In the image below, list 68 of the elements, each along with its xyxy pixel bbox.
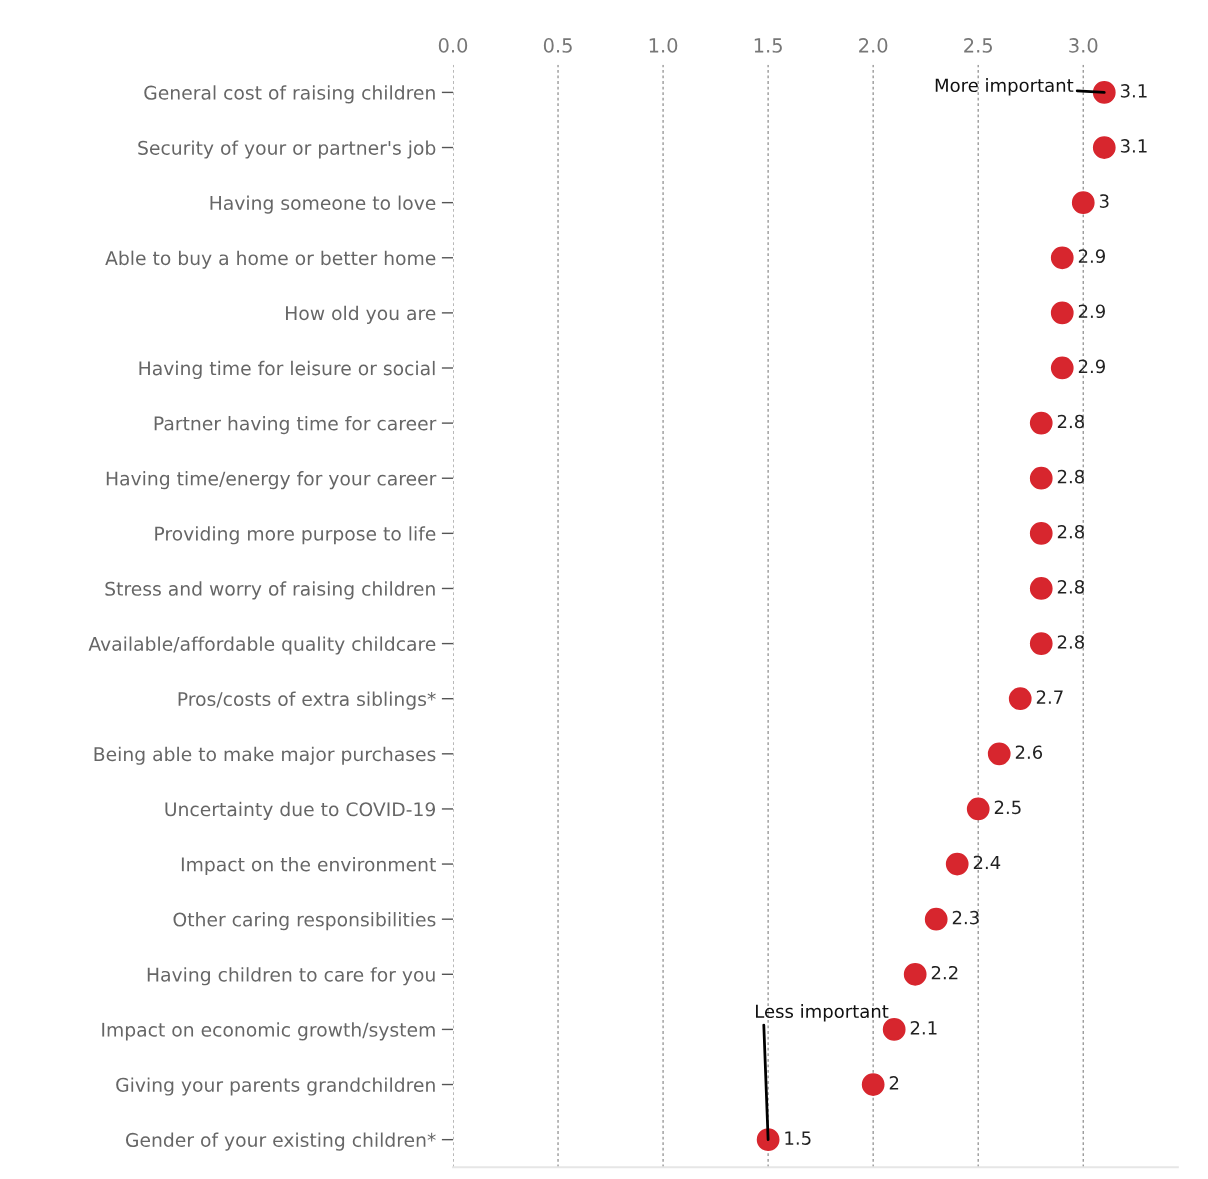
y-tick-label: Security of your or partner's job — [138, 140, 436, 159]
point — [1092, 136, 1116, 159]
data-label: 1.5 — [785, 1131, 811, 1145]
data-label: 2.5 — [994, 800, 1021, 815]
data-label: 2.6 — [1015, 745, 1043, 760]
point — [924, 907, 948, 931]
point — [1092, 81, 1116, 104]
data-label: 2 — [889, 1076, 899, 1090]
point — [861, 1073, 885, 1096]
y-tick-label: Giving your parents grandchildren — [116, 1077, 435, 1096]
data-label: 3.1 — [1120, 83, 1147, 98]
data-label: 2.9 — [1078, 249, 1105, 263]
y-tick-label: Providing more purpose to life — [155, 526, 436, 545]
y-tick-label: Having children to care for you — [147, 967, 435, 986]
data-label: 3.1 — [1120, 139, 1147, 153]
y-tick-label: Uncertainty due to COVID-19 — [165, 801, 436, 820]
point — [1029, 577, 1053, 600]
x-tick-label: 3.0 — [1069, 38, 1098, 53]
y-tick-label: Partner having time for career — [154, 415, 437, 435]
data-label: 2.1 — [910, 1021, 937, 1035]
point — [1029, 632, 1053, 655]
point — [1029, 411, 1053, 435]
point — [1050, 246, 1074, 270]
data-label: 2.3 — [952, 910, 979, 925]
point — [945, 852, 969, 876]
y-tick-label: Having time for leisure or social — [139, 360, 435, 380]
data-label: 2.8 — [1057, 524, 1084, 539]
point — [1050, 356, 1074, 380]
point — [987, 742, 1011, 766]
data-label: 2.8 — [1057, 469, 1084, 484]
x-tick-label: 0.5 — [543, 38, 572, 53]
point — [1008, 687, 1032, 711]
y-tick-label: Able to buy a home or better home — [105, 250, 436, 269]
data-label: 2.4 — [973, 855, 1001, 870]
point — [1071, 191, 1095, 215]
point — [756, 1128, 780, 1152]
point — [1050, 301, 1074, 325]
data-label: 2.9 — [1078, 359, 1105, 374]
y-tick-label: Pros/costs of extra siblings* — [178, 691, 436, 710]
point — [1029, 521, 1053, 545]
y-tick-label: Impact on economic growth/system — [102, 1022, 435, 1041]
data-label: 3 — [1099, 194, 1109, 208]
point — [903, 962, 927, 986]
annotation: Less important — [756, 1004, 889, 1022]
y-tick-label: Stress and worry of raising children — [105, 581, 435, 600]
data-label: 2.7 — [1036, 690, 1063, 704]
y-tick-label: Having time/energy for your career — [106, 471, 437, 490]
y-tick-label: Available/affordable quality childcare — [88, 636, 436, 655]
y-tick-label: Having someone to love — [210, 195, 436, 214]
x-tick-label: 0.0 — [438, 38, 468, 53]
y-tick-label: Being able to make major purchases — [94, 746, 436, 765]
x-tick-label: 1.0 — [649, 38, 678, 53]
data-label: 2.9 — [1078, 304, 1105, 319]
y-tick-label: Impact on the environment — [181, 856, 436, 876]
x-tick-label: 2.0 — [859, 38, 888, 53]
point — [1029, 466, 1053, 490]
y-tick-label: How old you are — [286, 305, 436, 324]
data-label: 2.8 — [1057, 414, 1084, 429]
x-tick-label: 1.5 — [754, 38, 782, 53]
y-tick-label: Other caring responsibilities — [173, 912, 436, 931]
y-tick-label: Gender of your existing children* — [125, 1132, 436, 1151]
data-label: 2.8 — [1057, 635, 1084, 649]
annotation: More important — [935, 78, 1074, 96]
point — [966, 797, 990, 821]
data-label: 2.8 — [1057, 580, 1084, 594]
y-tick-label: General cost of raising children — [144, 85, 435, 104]
x-tick-label: 2.5 — [964, 38, 992, 53]
data-label: 2.2 — [931, 965, 958, 980]
